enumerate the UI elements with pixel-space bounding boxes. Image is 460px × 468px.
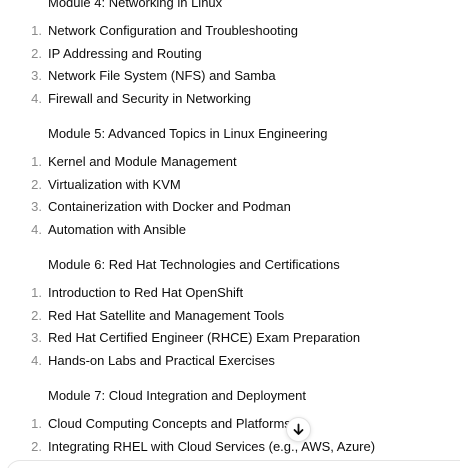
list-item-text: IP Addressing and Routing xyxy=(48,45,202,61)
list-item-text: Red Hat Certified Engineer (RHCE) Exam P… xyxy=(48,330,361,345)
list-item-text: Network File System (NFS) and Samba xyxy=(48,68,276,83)
list-item-text: Kernel and Module Management xyxy=(48,154,237,169)
list-number: 3. xyxy=(31,68,42,83)
list-number: 3. xyxy=(31,199,42,214)
scroll-to-bottom-button[interactable] xyxy=(286,417,311,442)
list-number: 1. xyxy=(31,416,42,431)
list-item-text: Firewall and Security in Networking xyxy=(48,90,252,106)
module-topic-list: 1. Cloud Computing Concepts and Platforms… xyxy=(0,413,460,458)
list-item: 4. Firewall and Security in Networking xyxy=(0,88,460,111)
list-item-text: Virtualization with KVM xyxy=(48,176,181,192)
list-item-text: Hands-on Labs and Practical Exercises xyxy=(48,352,275,368)
list-item-text: Integrating RHEL with Cloud Services (e.… xyxy=(48,438,376,454)
list-number: 4. xyxy=(31,90,42,106)
list-item: 1. Network Configuration and Troubleshoot… xyxy=(0,20,460,43)
message-composer[interactable] xyxy=(6,460,460,468)
list-number: 4. xyxy=(31,221,42,237)
chat-message-content: Module 4: Networking in Linux 1. Network … xyxy=(0,0,460,458)
list-item: 2. Red Hat Satellite and Management Tools xyxy=(0,305,460,328)
list-number: 2. xyxy=(31,176,42,192)
module-heading: Module 6: Red Hat Technologies and Certi… xyxy=(48,257,340,272)
module-topic-list: 1. Kernel and Module Management 2. Virtual… xyxy=(0,151,460,241)
list-number: 2. xyxy=(31,45,42,61)
list-number: 1. xyxy=(31,154,42,169)
module-heading: Module 7: Cloud Integration and Deployme… xyxy=(48,388,306,403)
list-item: 2. IP Addressing and Routing xyxy=(0,43,460,66)
module-heading: Module 5: Advanced Topics in Linux Engin… xyxy=(48,126,328,141)
list-item: 2. Virtualization with KVM xyxy=(0,174,460,197)
arrow-down-icon xyxy=(292,423,305,436)
list-item: 1. Cloud Computing Concepts and Platforms xyxy=(0,413,460,436)
list-item-text: Automation with Ansible xyxy=(48,221,187,237)
list-number: 4. xyxy=(31,352,42,368)
list-item-text: Cloud Computing Concepts and Platforms xyxy=(48,416,291,431)
list-item: 1. Introduction to Red Hat OpenShift xyxy=(0,282,460,305)
list-number: 1. xyxy=(31,285,42,300)
list-item-text: Containerization with Docker and Podman xyxy=(48,199,291,214)
module-heading: Module 4: Networking in Linux xyxy=(48,0,223,10)
list-number: 1. xyxy=(31,23,42,38)
list-item: 3. Containerization with Docker and Podma… xyxy=(0,196,460,219)
list-item-text: Red Hat Satellite and Management Tools xyxy=(48,307,285,323)
list-item: 2. Integrating RHEL with Cloud Services (… xyxy=(0,436,460,459)
list-item-text: Introduction to Red Hat OpenShift xyxy=(48,285,244,300)
module-topic-list: 1. Network Configuration and Troubleshoot… xyxy=(0,20,460,110)
module-topic-list: 1. Introduction to Red Hat OpenShift 2. Re… xyxy=(0,282,460,372)
list-item: 4. Hands-on Labs and Practical Exercises xyxy=(0,350,460,373)
list-item: 3. Network File System (NFS) and Samba xyxy=(0,65,460,88)
list-item: 3. Red Hat Certified Engineer (RHCE) Exam… xyxy=(0,327,460,350)
list-number: 2. xyxy=(31,307,42,323)
list-number: 2. xyxy=(31,438,42,454)
list-item-text: Network Configuration and Troubleshootin… xyxy=(48,23,299,38)
list-item: 1. Kernel and Module Management xyxy=(0,151,460,174)
list-item: 4. Automation with Ansible xyxy=(0,219,460,242)
list-number: 3. xyxy=(31,330,42,345)
